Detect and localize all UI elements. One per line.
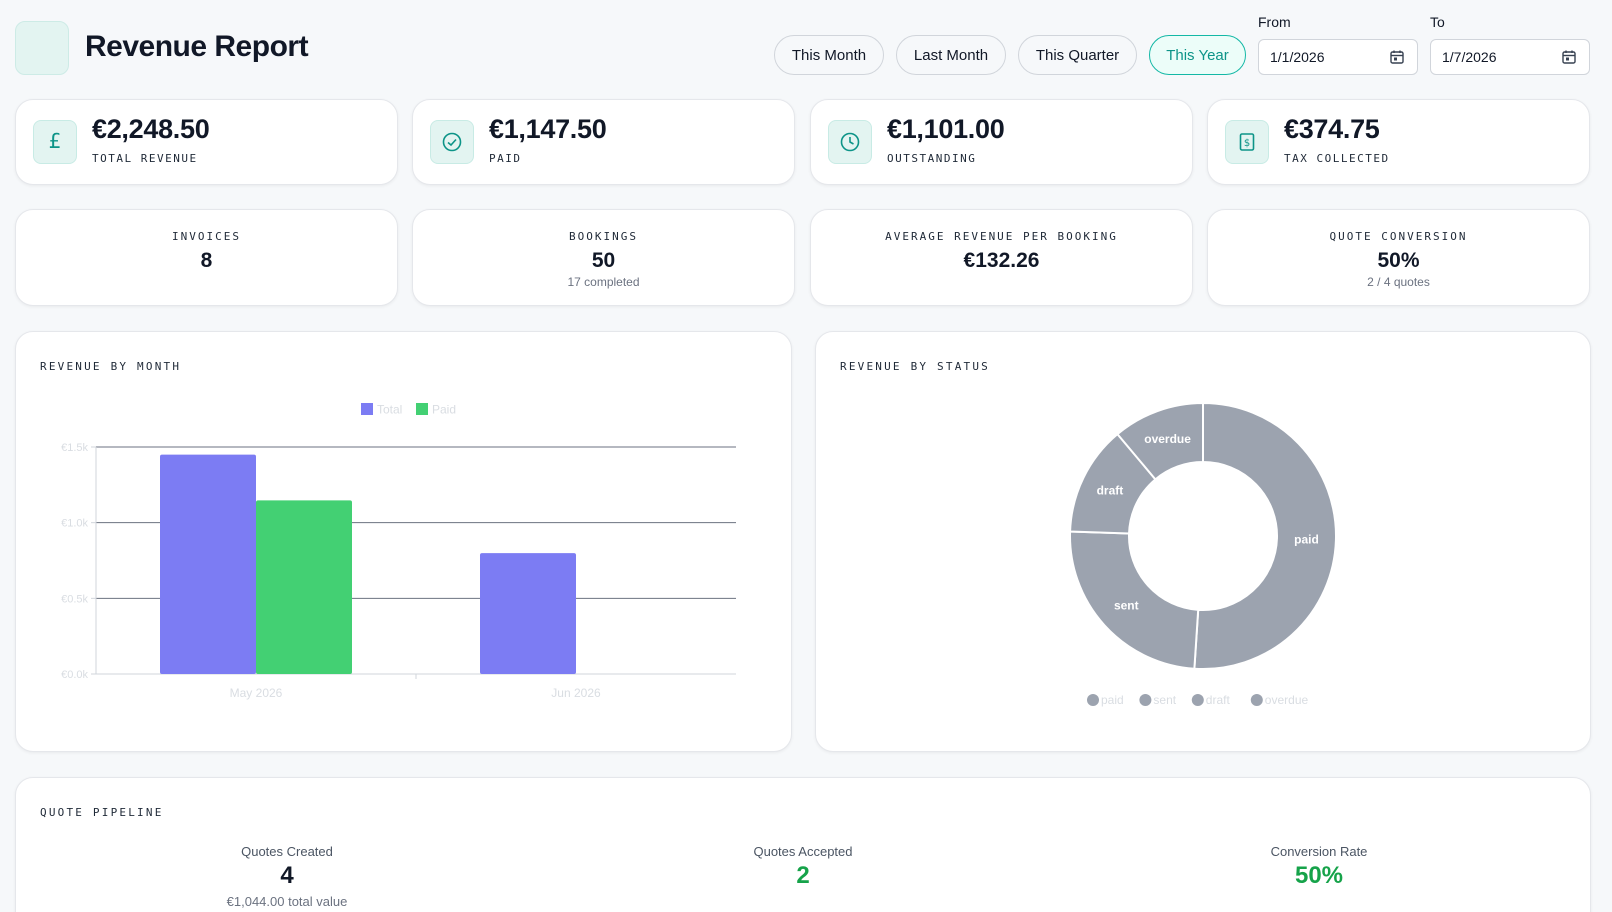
- quote-pipeline-card: QUOTE PIPELINE Quotes Created 4 €1,044.0…: [15, 777, 1591, 912]
- section-title: REVENUE BY STATUS: [840, 360, 990, 373]
- from-date-value: 1/1/2026: [1270, 49, 1325, 65]
- receipt-icon: $: [1225, 120, 1269, 164]
- stat-label: PAID: [489, 152, 522, 165]
- revenue-by-month-card: REVENUE BY MONTH €0.0k €0.5k €1.0k €1.5k May…: [15, 331, 792, 752]
- range-this-quarter-button[interactable]: This Quarter: [1018, 35, 1137, 75]
- to-label: To: [1430, 14, 1445, 30]
- stat-value: €2,248.50: [92, 114, 210, 144]
- stat-card-outstanding: €1,101.00 OUTSTANDING: [810, 99, 1193, 185]
- conversion-rate-label: Conversion Rate: [1270, 844, 1368, 859]
- stat-value: €1,147.50: [489, 114, 607, 144]
- section-title: QUOTE PIPELINE: [40, 806, 164, 819]
- kpi-sub: 2 / 4 quotes: [1367, 275, 1430, 289]
- stat-card-total-revenue: £ €2,248.50 TOTAL REVENUE: [15, 99, 398, 185]
- x-tick-label: Jun 2026: [551, 686, 601, 700]
- stat-value: €374.75: [1284, 114, 1380, 144]
- y-tick-label: €1.0k: [61, 518, 88, 530]
- calendar-icon[interactable]: [1561, 49, 1577, 65]
- kpi-value: 50%: [1377, 249, 1420, 272]
- from-label: From: [1258, 14, 1291, 30]
- range-this-year-button[interactable]: This Year: [1149, 35, 1246, 75]
- svg-text:£: £: [49, 131, 62, 153]
- range-this-month-button[interactable]: This Month: [774, 35, 884, 75]
- revenue-by-status-card: REVENUE BY STATUS paid sent draft overdue pa…: [815, 331, 1591, 752]
- quotes-accepted-label: Quotes Accepted: [753, 844, 853, 859]
- stat-label: TAX COLLECTED: [1284, 152, 1390, 165]
- x-tick-label: May 2026: [230, 686, 283, 700]
- kpi-value: 50: [591, 249, 616, 272]
- kpi-label: AVERAGE REVENUE PER BOOKING: [885, 230, 1118, 243]
- app-logo: [15, 21, 69, 75]
- quotes-created-sub: €1,044.00 total value: [226, 894, 348, 909]
- revenue-by-status-chart: paid sent draft overdue paid sent draft overdue: [1069, 401, 1338, 707]
- stat-label: TOTAL REVENUE: [92, 152, 198, 165]
- quotes-created-value: 4: [280, 862, 294, 889]
- kpi-card-quote-conversion: QUOTE CONVERSION 50% 2 / 4 quotes: [1207, 209, 1590, 306]
- slice-label: draft: [1097, 484, 1124, 498]
- from-date-input[interactable]: 1/1/2026: [1258, 39, 1418, 75]
- stat-value: €1,101.00: [887, 114, 1005, 144]
- legend-swatch: [1139, 694, 1152, 706]
- revenue-by-month-chart: €0.0k €0.5k €1.0k €1.5k May 2026 Jun 2026 Tota…: [61, 403, 736, 700]
- to-date-value: 1/7/2026: [1442, 49, 1497, 65]
- page-title: Revenue Report: [85, 30, 309, 63]
- slice-paid[interactable]: [1193, 401, 1338, 670]
- pound-icon: £: [33, 120, 77, 164]
- slice-sent[interactable]: [1069, 530, 1200, 670]
- legend-swatch: [1191, 694, 1204, 706]
- calendar-icon[interactable]: [1389, 49, 1405, 65]
- kpi-card-invoices: INVOICES 8: [15, 209, 398, 306]
- svg-text:$: $: [1244, 138, 1250, 149]
- check-circle-icon: [430, 120, 474, 164]
- quotes-created: Quotes Created 4 €1,044.00 total value: [137, 844, 437, 909]
- legend-label[interactable]: overdue: [1265, 693, 1309, 707]
- kpi-label: QUOTE CONVERSION: [1329, 230, 1468, 243]
- section-title: REVENUE BY MONTH: [40, 360, 182, 373]
- quotes-created-label: Quotes Created: [241, 844, 333, 859]
- legend-label[interactable]: Total: [377, 403, 402, 417]
- legend-label[interactable]: Paid: [432, 403, 456, 417]
- kpi-label: BOOKINGS: [569, 230, 638, 243]
- slice-label: sent: [1114, 598, 1139, 612]
- kpi-label: INVOICES: [172, 230, 241, 243]
- kpi-card-average-revenue: AVERAGE REVENUE PER BOOKING €132.26: [810, 209, 1193, 306]
- stat-card-paid: €1,147.50 PAID: [412, 99, 795, 185]
- kpi-value: 8: [200, 249, 213, 272]
- stat-label: OUTSTANDING: [887, 152, 977, 165]
- stat-card-tax-collected: $ €374.75 TAX COLLECTED: [1207, 99, 1590, 185]
- legend-swatch: [1250, 694, 1263, 706]
- legend-swatch: [1087, 694, 1099, 706]
- to-date-input[interactable]: 1/7/2026: [1430, 39, 1590, 75]
- y-tick-label: €1.5k: [61, 442, 88, 454]
- legend-swatch: [416, 403, 428, 415]
- clock-icon: [828, 120, 872, 164]
- quotes-accepted-value: 2: [796, 862, 810, 889]
- legend-label[interactable]: draft: [1206, 693, 1231, 707]
- legend-swatch: [361, 403, 373, 415]
- quotes-accepted: Quotes Accepted 2: [653, 844, 953, 890]
- legend-label[interactable]: sent: [1153, 693, 1176, 707]
- slice-label: overdue: [1144, 432, 1191, 446]
- bar-total[interactable]: [160, 454, 256, 674]
- slice-label: paid: [1294, 532, 1319, 546]
- y-tick-label: €0.0k: [61, 669, 88, 681]
- legend-label[interactable]: paid: [1101, 693, 1124, 707]
- y-tick-label: €0.5k: [61, 593, 88, 605]
- bar-paid[interactable]: [256, 500, 352, 674]
- conversion-rate: Conversion Rate 50%: [1169, 844, 1469, 890]
- kpi-sub: 17 completed: [567, 275, 640, 289]
- range-last-month-button[interactable]: Last Month: [896, 35, 1006, 75]
- conversion-rate-value: 50%: [1294, 862, 1344, 889]
- kpi-value: €132.26: [963, 249, 1040, 272]
- slice-overdue[interactable]: [1116, 401, 1204, 481]
- bar-total[interactable]: [480, 553, 576, 674]
- kpi-card-bookings: BOOKINGS 50 17 completed: [412, 209, 795, 306]
